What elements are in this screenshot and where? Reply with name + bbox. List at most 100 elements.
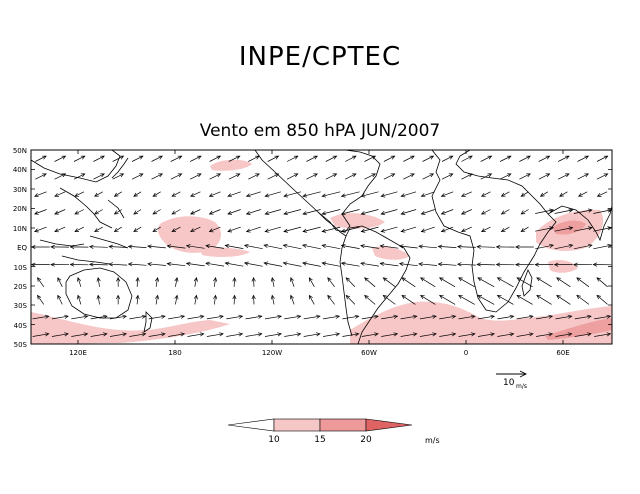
wind-vector bbox=[213, 277, 216, 287]
wind-vector bbox=[136, 277, 139, 287]
wind-vector-head bbox=[476, 244, 481, 249]
wind-vector bbox=[556, 295, 571, 305]
wind-vector bbox=[73, 155, 85, 162]
wind-vector-head bbox=[180, 314, 186, 319]
wind-vector bbox=[364, 295, 376, 305]
wind-vector-head bbox=[208, 228, 214, 233]
wind-vector-head bbox=[603, 155, 609, 160]
wind-vector-head bbox=[42, 173, 47, 178]
wind-vector-head bbox=[418, 244, 423, 249]
lat-label: 50N bbox=[13, 147, 27, 155]
wind-vector-head bbox=[400, 211, 406, 215]
wind-vector-head bbox=[379, 261, 385, 266]
wind-vector bbox=[441, 173, 453, 180]
wind-vector bbox=[364, 173, 376, 180]
wind-vector-head bbox=[327, 294, 332, 300]
wind-vector bbox=[418, 245, 438, 249]
wind-vector-head bbox=[308, 277, 313, 282]
wind-vector bbox=[155, 277, 158, 287]
wind-vector bbox=[381, 209, 398, 215]
colorbar: 10 15 20 m/s bbox=[227, 418, 440, 445]
wind-vector-head bbox=[227, 210, 233, 215]
reference-vector-arrowhead bbox=[519, 370, 528, 378]
wind-vector bbox=[190, 173, 202, 180]
lon-label: 0 bbox=[464, 349, 468, 357]
wind-vector-head bbox=[576, 294, 581, 300]
wind-vector-head bbox=[135, 294, 140, 300]
wind-vector-head bbox=[568, 208, 574, 213]
wind-vector bbox=[361, 226, 379, 232]
wind-vector bbox=[264, 333, 282, 337]
wind-vector bbox=[147, 245, 166, 249]
lon-axis: 120E 180 120W 60W 0 60E bbox=[69, 150, 570, 357]
wind-vectors bbox=[31, 155, 612, 337]
wind-vector-head bbox=[193, 294, 198, 300]
wind-vector bbox=[133, 209, 142, 215]
wind-vector-head bbox=[410, 155, 415, 160]
wind-vector-head bbox=[141, 314, 147, 319]
wind-vector-head bbox=[549, 226, 554, 231]
wind-vector-head bbox=[190, 210, 195, 215]
wind-vector bbox=[74, 226, 85, 232]
wind-vector bbox=[574, 333, 592, 337]
wind-vector bbox=[441, 209, 454, 215]
coastline-africa-europe bbox=[431, 150, 557, 313]
wind-vector bbox=[325, 173, 337, 180]
shade-south-atlantic-core bbox=[545, 318, 612, 340]
wind-vector-head bbox=[490, 314, 496, 319]
wind-vector-head bbox=[245, 193, 251, 198]
wind-vector-head bbox=[313, 173, 318, 178]
wind-vector-head bbox=[243, 261, 249, 266]
wind-vector bbox=[516, 315, 533, 320]
wind-vector-head bbox=[335, 332, 341, 337]
wind-vector bbox=[345, 277, 356, 288]
wind-vector-head bbox=[360, 244, 365, 249]
wind-vector bbox=[422, 155, 434, 162]
wind-vector bbox=[556, 277, 571, 288]
wind-vector-head bbox=[102, 332, 108, 337]
wind-vector bbox=[538, 155, 550, 162]
wind-vector-head bbox=[296, 314, 302, 319]
wind-vector bbox=[438, 246, 457, 248]
wind-vector bbox=[521, 226, 529, 232]
wind-vector-head bbox=[321, 243, 327, 248]
wind-vector bbox=[129, 315, 146, 320]
wind-vector-head bbox=[549, 243, 554, 248]
wind-vector-head bbox=[440, 228, 446, 233]
wind-vector-head bbox=[460, 210, 466, 215]
wind-vector bbox=[477, 277, 495, 288]
coastline-asia bbox=[31, 150, 125, 229]
wind-vector bbox=[364, 155, 376, 162]
wind-vector bbox=[90, 333, 107, 337]
wind-vector-head bbox=[382, 294, 388, 300]
wind-vector-head bbox=[509, 332, 515, 337]
wind-vector-head bbox=[380, 228, 386, 233]
wind-vector bbox=[283, 244, 302, 250]
lat-label: 50S bbox=[14, 341, 28, 349]
wind-vector-head bbox=[480, 192, 486, 197]
wind-vector bbox=[403, 173, 415, 180]
wind-vector bbox=[345, 155, 357, 162]
wind-vector bbox=[244, 244, 263, 250]
wind-vector bbox=[233, 295, 235, 305]
wind-vector bbox=[303, 315, 320, 320]
wind-vector bbox=[267, 155, 279, 162]
wind-vector bbox=[114, 226, 122, 232]
wind-vector bbox=[205, 245, 225, 249]
wind-vector bbox=[596, 277, 608, 288]
wind-vector bbox=[302, 262, 321, 267]
wind-vector-head bbox=[96, 294, 101, 300]
wind-vector-head bbox=[193, 277, 198, 282]
wind-vector-head bbox=[506, 173, 512, 178]
wind-vector-head bbox=[420, 294, 425, 299]
wind-vector-head bbox=[216, 173, 222, 178]
wind-vector-head bbox=[133, 192, 138, 197]
wind-vector bbox=[302, 191, 321, 197]
coastline-central-america bbox=[317, 211, 347, 237]
wind-vector bbox=[190, 209, 201, 215]
wind-vector bbox=[54, 226, 66, 232]
wind-vector bbox=[461, 155, 473, 162]
wind-vector bbox=[535, 244, 554, 250]
lon-label: 60E bbox=[556, 349, 569, 357]
